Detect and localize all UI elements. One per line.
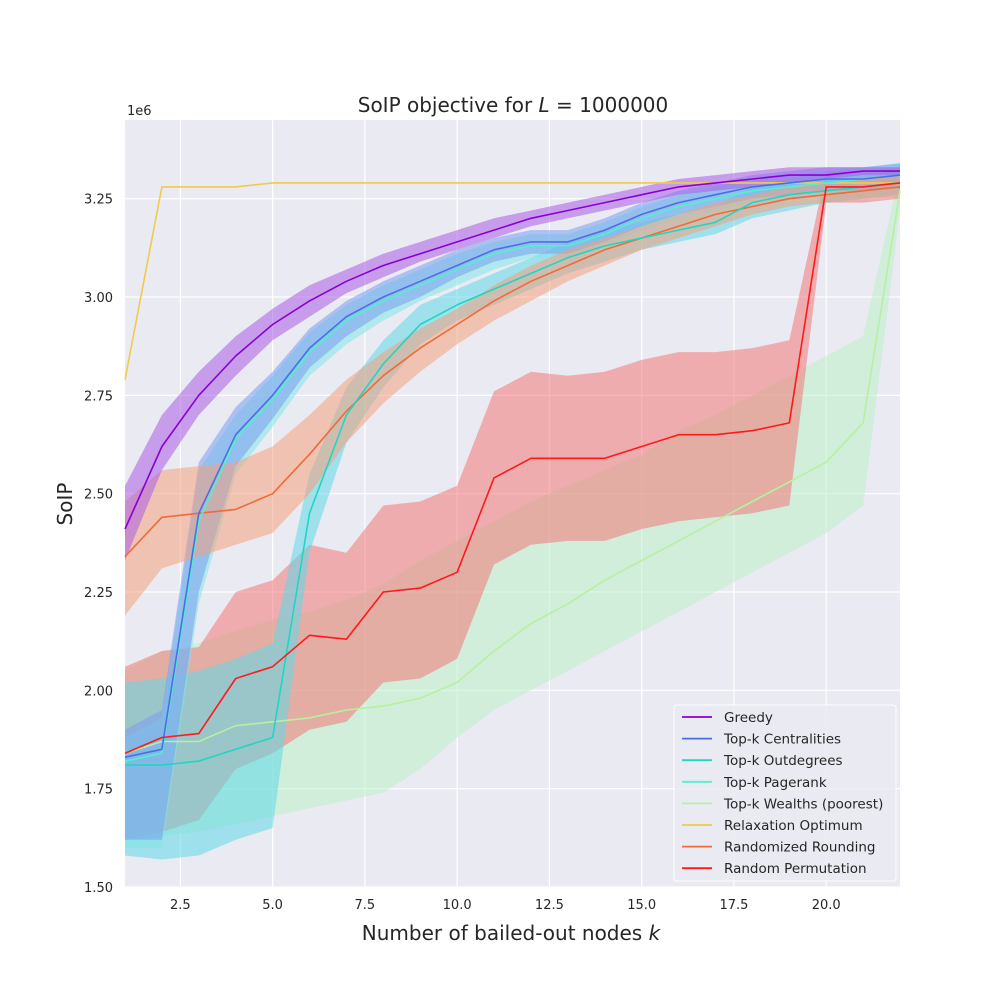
legend-label: Top-k Outdegrees [723, 753, 843, 769]
band-top-k-centralities [125, 163, 900, 840]
legend-label: Top-k Centralities [723, 732, 841, 748]
x-axis-label: Number of bailed-out nodes k [362, 921, 662, 945]
y-tick-label: 2.25 [84, 586, 113, 601]
legend-label: Greedy [724, 710, 773, 726]
chart-title-variable: L [539, 93, 550, 117]
series-line-top-k-centralities [124, 174, 901, 758]
legend-label: Top-k Wealths (poorest) [723, 796, 883, 812]
legend: Greedy Top-k Centralities Top-k Outdegrees… [673, 704, 897, 882]
x-tick-label: 17.5 [719, 898, 748, 913]
series-lines [124, 170, 901, 766]
legend-label: Relaxation Optimum [724, 818, 863, 834]
legend-label: Random Permutation [724, 861, 867, 877]
band-random-permutation [125, 167, 900, 840]
series-line-randomized-rounding [124, 186, 901, 558]
y-offset-label: 1e6 [127, 104, 152, 119]
series-line-top-k-pagerank [124, 174, 901, 762]
y-tick-label: 2.00 [84, 684, 113, 699]
y-tick-label: 3.25 [84, 193, 113, 208]
x-tick-label: 15.0 [627, 898, 656, 913]
series-line-greedy [124, 170, 900, 530]
series-line-relaxation-optimum [124, 182, 900, 380]
legend-label: Randomized Rounding [724, 840, 876, 856]
band-top-k-outdegrees [125, 171, 900, 860]
y-tick-label: 1.75 [84, 783, 113, 798]
y-tick-label: 2.50 [84, 488, 113, 503]
series-line-top-k-outdegrees [125, 182, 901, 766]
y-tick-label: 1.50 [84, 881, 113, 896]
x-axis-label-prefix: Number of bailed-out nodes [362, 921, 649, 945]
y-tick-label: 2.75 [84, 389, 113, 404]
chart-title: SoIP objective for L = 1000000 [358, 93, 669, 117]
x-tick-label: 5.0 [262, 898, 283, 913]
x-axis-label-variable: k [649, 921, 662, 945]
legend-box [673, 704, 897, 882]
confidence-bands [125, 163, 900, 860]
series-line-top-k-wealths-poorest [124, 190, 901, 755]
chart-title-prefix: SoIP objective for [358, 93, 539, 117]
y-axis-label: SoIP [53, 483, 77, 526]
x-axis-ticks: 2.5 5.0 7.5 10.0 12.5 15.0 17.5 20.0 [170, 898, 841, 913]
x-tick-label: 12.5 [535, 898, 564, 913]
legend-label: Top-k Pagerank [723, 775, 827, 791]
y-tick-label: 3.00 [84, 291, 113, 306]
y-axis-ticks: 1.50 1.75 2.00 2.25 2.50 2.75 3.00 3.25 [84, 193, 113, 896]
x-tick-label: 2.5 [170, 898, 191, 913]
x-tick-label: 7.5 [355, 898, 376, 913]
chart-title-suffix: = 1000000 [550, 93, 669, 117]
x-tick-label: 10.0 [443, 898, 472, 913]
series-line-random-permutation [124, 182, 901, 755]
x-tick-label: 20.0 [812, 898, 841, 913]
